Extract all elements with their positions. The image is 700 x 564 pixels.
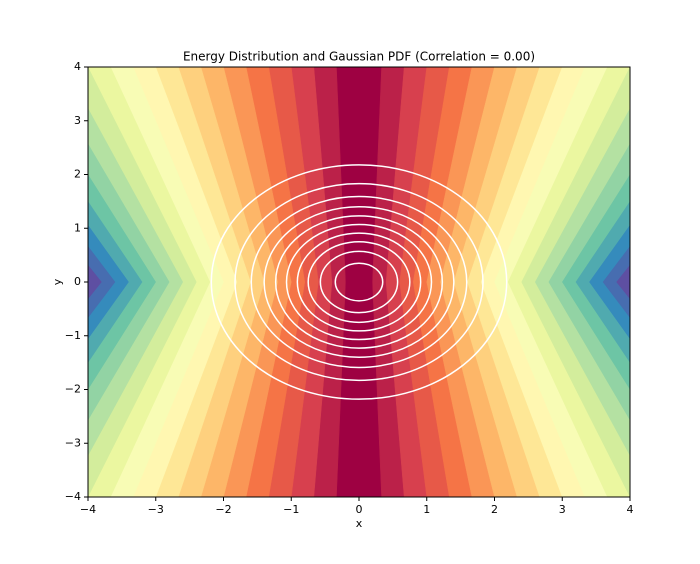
pdf-contour <box>296 232 422 332</box>
energy-field <box>88 67 630 497</box>
y-tick-label: −3 <box>65 436 81 449</box>
x-tick-label: 2 <box>491 503 498 516</box>
x-tick-label: −4 <box>80 503 96 516</box>
pdf-contour <box>274 215 444 349</box>
pdf-contour <box>319 250 399 314</box>
gaussian-contours <box>210 164 508 400</box>
y-tick-label: 0 <box>74 275 81 288</box>
pdf-contour <box>334 262 384 302</box>
pdf-contour <box>234 182 484 382</box>
pdf-contour <box>285 223 433 341</box>
x-tick-label: 1 <box>423 503 430 516</box>
x-tick-label: −1 <box>283 503 299 516</box>
pdf-contour <box>250 195 468 369</box>
y-tick-label: 3 <box>74 114 81 127</box>
y-tick-label: 1 <box>74 221 81 234</box>
y-tick-label: −2 <box>65 383 81 396</box>
y-tick-label: 2 <box>74 168 81 181</box>
pdf-contour <box>263 206 455 358</box>
x-tick-label: 0 <box>356 503 363 516</box>
x-tick-label: 4 <box>627 503 634 516</box>
y-tick-label: −1 <box>65 329 81 342</box>
y-axis-label: y <box>51 278 64 285</box>
y-tick-label: 4 <box>74 60 81 73</box>
energy-band <box>88 264 102 300</box>
pdf-contour <box>307 240 411 324</box>
pdf-contour <box>210 164 508 400</box>
x-tick-label: −2 <box>215 503 231 516</box>
x-tick-label: 3 <box>559 503 566 516</box>
x-axis-label: x <box>356 517 363 530</box>
energy-band <box>616 264 630 300</box>
chart-title: Energy Distribution and Gaussian PDF (Co… <box>183 50 535 64</box>
x-tick-label: −3 <box>148 503 164 516</box>
y-tick-label: −4 <box>65 490 81 503</box>
